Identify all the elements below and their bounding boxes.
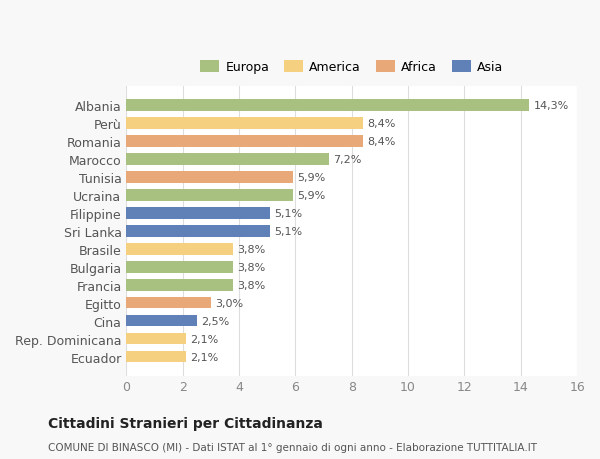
Bar	[127, 207, 270, 219]
Bar	[127, 136, 363, 147]
Text: 2,1%: 2,1%	[190, 352, 218, 362]
Text: 2,1%: 2,1%	[190, 334, 218, 344]
Text: Cittadini Stranieri per Cittadinanza: Cittadini Stranieri per Cittadinanza	[48, 416, 323, 430]
Text: 3,8%: 3,8%	[238, 244, 266, 254]
Text: 3,8%: 3,8%	[238, 280, 266, 290]
Bar	[127, 100, 529, 112]
Text: COMUNE DI BINASCO (MI) - Dati ISTAT al 1° gennaio di ogni anno - Elaborazione TU: COMUNE DI BINASCO (MI) - Dati ISTAT al 1…	[48, 442, 537, 452]
Bar	[127, 333, 185, 345]
Bar	[127, 190, 293, 201]
Text: 5,9%: 5,9%	[297, 190, 325, 201]
Bar	[127, 225, 270, 237]
Legend: Europa, America, Africa, Asia: Europa, America, Africa, Asia	[196, 56, 508, 79]
Bar	[127, 351, 185, 363]
Text: 14,3%: 14,3%	[533, 101, 569, 111]
Bar	[127, 118, 363, 129]
Bar	[127, 297, 211, 309]
Text: 5,1%: 5,1%	[274, 208, 302, 218]
Text: 8,4%: 8,4%	[367, 119, 395, 129]
Text: 3,0%: 3,0%	[215, 298, 243, 308]
Text: 3,8%: 3,8%	[238, 262, 266, 272]
Bar	[127, 261, 233, 273]
Text: 5,1%: 5,1%	[274, 226, 302, 236]
Text: 5,9%: 5,9%	[297, 173, 325, 183]
Bar	[127, 154, 329, 165]
Text: 2,5%: 2,5%	[201, 316, 229, 326]
Bar	[127, 315, 197, 327]
Bar	[127, 279, 233, 291]
Text: 8,4%: 8,4%	[367, 137, 395, 146]
Text: 7,2%: 7,2%	[334, 155, 362, 164]
Bar	[127, 243, 233, 255]
Bar	[127, 172, 293, 183]
